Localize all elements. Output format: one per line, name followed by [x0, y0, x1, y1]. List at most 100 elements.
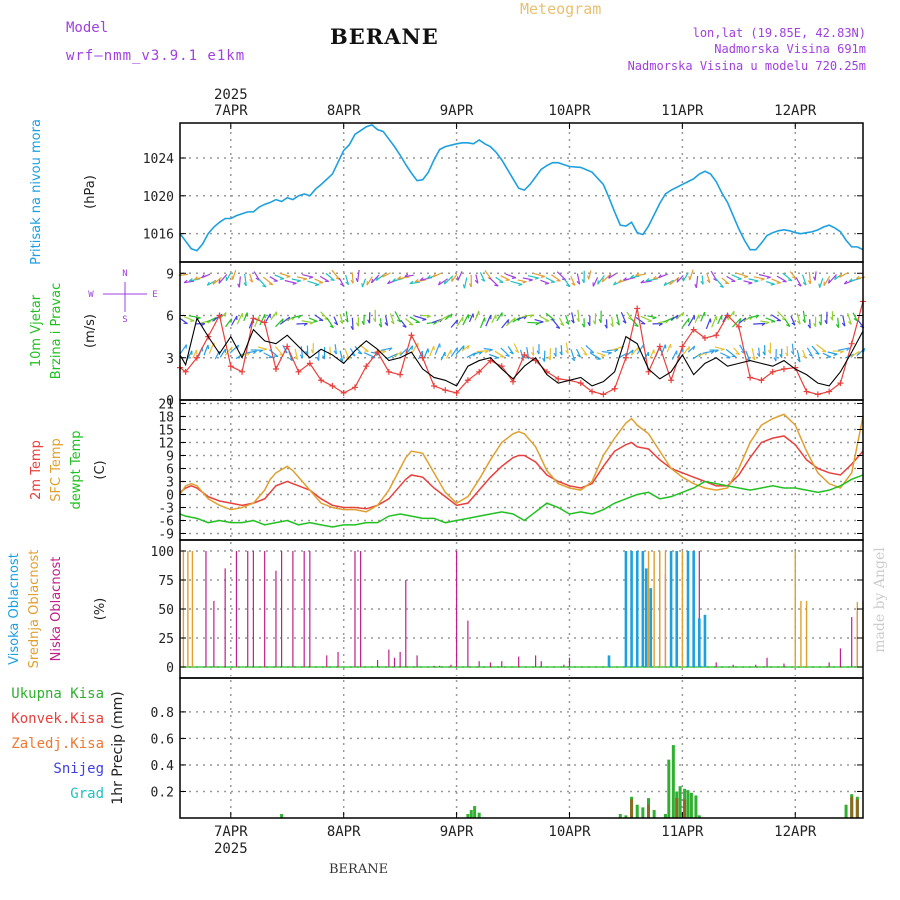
low-cloud-bar [755, 664, 757, 667]
wind-arrow-head [426, 315, 431, 319]
wind-arrow [219, 348, 227, 358]
wind-arrow-head [797, 283, 802, 287]
wind-arrow-head [361, 283, 364, 288]
legend-total-rain: Ukupna Kisa [11, 686, 104, 702]
wind-gust-mark [239, 368, 246, 375]
wind-arrow [597, 275, 605, 285]
low-cloud-bar [518, 656, 520, 667]
mid-cloud-bar [681, 551, 684, 667]
wind-arrow-head [507, 319, 510, 324]
wind-arrow [822, 352, 832, 358]
wind-arrow-head [688, 346, 691, 351]
wind-arrow-head [665, 320, 669, 324]
wind-arrow [513, 343, 520, 353]
wind-arrow [702, 350, 715, 354]
wind-arrow-head [560, 323, 565, 327]
wind-arrow-head [528, 279, 533, 282]
wind-arrow [461, 344, 470, 352]
wind-arrow-head [467, 345, 470, 350]
wind-arrow [423, 348, 429, 358]
x-tick-label-top: 7APR [214, 103, 248, 119]
y-tick-label: 18 [158, 410, 174, 425]
wind-arrow-head [808, 353, 813, 357]
y-tick-label: 21 [158, 397, 174, 412]
wind-arrow [823, 275, 831, 286]
wind-arrow-head [388, 347, 393, 352]
wind-arrow-head [494, 357, 499, 360]
low-cloud-bar [247, 551, 249, 667]
wind-arrow-head [384, 322, 389, 327]
precip-total-bar [652, 810, 656, 818]
lonlat-label: lon,lat (19.85E, 42.83N) [692, 26, 866, 40]
footer-station: BERANE [329, 862, 389, 877]
wind-arrow-head [676, 278, 679, 283]
mid-cloud-bar [794, 551, 796, 667]
wind-arrow [676, 275, 684, 283]
wind-arrow [616, 314, 620, 326]
wind-arrow-head [249, 279, 254, 283]
wind-arrow [721, 277, 730, 285]
legend-hail: Grad [70, 786, 104, 802]
wind-arrow [279, 272, 291, 278]
wind-arrow [808, 271, 812, 284]
wind-arrow-head [748, 282, 753, 285]
wind-arrow-head [399, 351, 403, 356]
wind-arrow [585, 344, 595, 354]
mid-cloud-bar [856, 602, 859, 667]
wind-arrow [495, 276, 504, 283]
wind-arrow [462, 314, 469, 326]
pressure-axis-title: Pritisak na nivou mora [29, 119, 44, 265]
wind-gust-mark [476, 368, 483, 375]
wind-arrow-head [322, 355, 325, 360]
wind-arrow-head [299, 354, 304, 359]
wind-arrow-head [345, 318, 349, 323]
wind-arrow [575, 348, 582, 358]
wind-arrow-head [681, 312, 685, 317]
wind-arrow-head [488, 349, 493, 352]
wind-arrow-head [230, 346, 233, 351]
wind-arrow-head [494, 284, 499, 287]
wind-arrow-head [183, 279, 188, 284]
wind-gust-line [179, 301, 864, 396]
wind-arrow-head [604, 324, 608, 329]
low-cloud-bar [399, 651, 401, 667]
wind-arrow-head [330, 279, 335, 282]
y-tick-label: 1020 [143, 190, 174, 205]
wind-arrow [417, 350, 423, 360]
wind-arrow [212, 276, 222, 285]
precip-conv-bar [683, 799, 687, 818]
wind-arrow-head [818, 283, 821, 288]
wind-arrow [314, 278, 324, 284]
wind-arrow-head [450, 313, 453, 318]
wind-gust-mark [803, 388, 810, 395]
wind-arrow [361, 278, 367, 288]
wind-arrow [489, 277, 499, 287]
wind-arrow-head [505, 354, 510, 357]
low-cloud-bar [275, 570, 277, 667]
low-cloud-bar [455, 551, 458, 667]
wind-arrow [397, 276, 410, 280]
wind-arrow-head [355, 322, 359, 327]
wind-arrow [645, 278, 658, 282]
wind-arrow [325, 272, 335, 281]
wind-arrow-head [522, 281, 527, 284]
y-tick-label: 6 [166, 310, 174, 325]
wind-arrow-head [419, 277, 424, 281]
wind-speed-line [179, 316, 864, 387]
wind-arrow [192, 349, 198, 359]
wind-arrow [296, 276, 307, 280]
wind-arrow [558, 317, 565, 326]
wind-arrow-head [807, 324, 811, 329]
wind-arrow-head [640, 279, 645, 284]
wind-arrow [687, 345, 696, 353]
wind-arrow [534, 318, 544, 323]
wind-arrow-head [397, 319, 402, 323]
low-cloud-bar [388, 649, 390, 667]
wind-arrow-head [201, 274, 205, 278]
wind-arrow [790, 315, 796, 326]
wind-arrow-head [433, 321, 438, 325]
y-tick-label: 9 [166, 267, 174, 282]
panel-frame-cloud [179, 539, 864, 679]
wind-arrow [694, 314, 700, 324]
wind-arrow-head [409, 280, 414, 285]
